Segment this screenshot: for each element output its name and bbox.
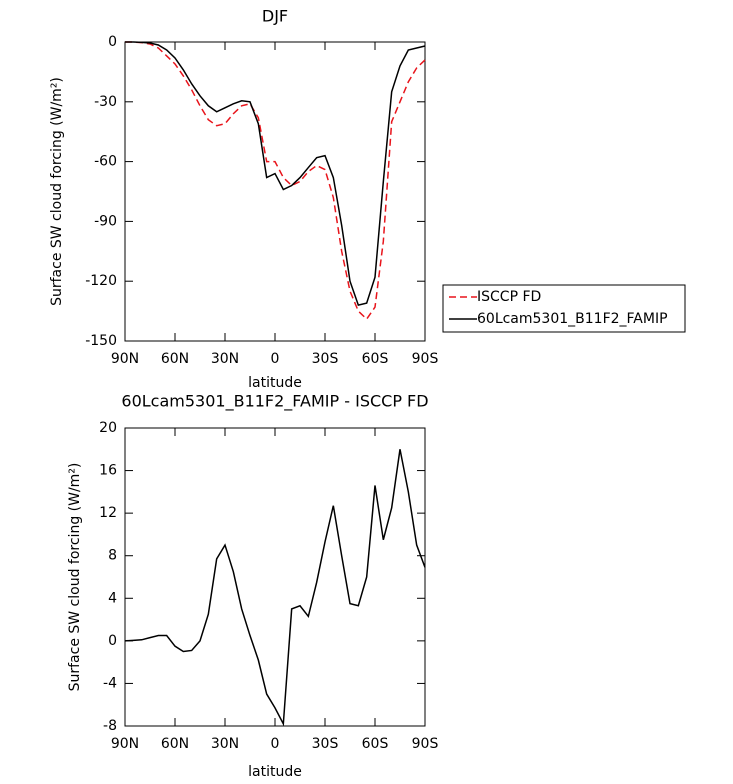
x-tick-label: 30S <box>312 351 339 367</box>
y-tick-label: 0 <box>108 633 117 649</box>
x-tick-label: 60N <box>161 351 189 367</box>
y-tick-label: -150 <box>85 333 117 349</box>
chart-title: DJF <box>262 7 288 26</box>
legend-label: ISCCP FD <box>477 289 541 305</box>
x-tick-label: 30N <box>211 736 239 752</box>
x-tick-label: 90S <box>412 351 439 367</box>
y-axis-label: Surface SW cloud forcing (W/m²) <box>49 77 65 306</box>
x-tick-label: 30N <box>211 351 239 367</box>
x-tick-label: 90S <box>412 736 439 752</box>
plot-frame <box>124 41 426 342</box>
y-tick-label: -120 <box>85 273 117 289</box>
y-tick-label: 20 <box>99 420 117 436</box>
x-axis-label: latitude <box>248 764 302 780</box>
legend-label: 60Lcam5301_B11F2_FAMIP <box>477 311 668 327</box>
y-tick-label: -30 <box>94 94 117 110</box>
y-tick-label: -90 <box>94 213 117 229</box>
y-tick-label: 0 <box>108 34 117 50</box>
data-line <box>125 41 426 307</box>
x-tick-label: 90N <box>111 351 139 367</box>
y-axis-label: Surface SW cloud forcing (W/m²) <box>67 463 83 692</box>
y-tick-label: -60 <box>94 154 117 170</box>
data-line <box>124 449 426 727</box>
x-axis-label: latitude <box>248 375 302 391</box>
plot-frame <box>124 427 426 727</box>
x-tick-label: 60S <box>362 351 389 367</box>
x-tick-label: 90N <box>111 736 139 752</box>
x-tick-label: 0 <box>271 351 280 367</box>
legend-box <box>442 284 686 333</box>
y-tick-label: 8 <box>108 548 117 564</box>
y-tick-label: 16 <box>99 463 117 479</box>
x-tick-label: 60S <box>362 736 389 752</box>
y-tick-label: -4 <box>103 675 117 691</box>
x-tick-label: 60N <box>161 736 189 752</box>
x-tick-label: 30S <box>312 736 339 752</box>
data-line <box>125 41 426 321</box>
chart-title: 60Lcam5301_B11F2_FAMIP - ISCCP FD <box>121 392 428 412</box>
y-tick-label: 12 <box>99 505 117 521</box>
y-tick-label: 4 <box>108 590 117 606</box>
x-tick-label: 0 <box>271 736 280 752</box>
y-tick-label: -8 <box>103 718 117 734</box>
